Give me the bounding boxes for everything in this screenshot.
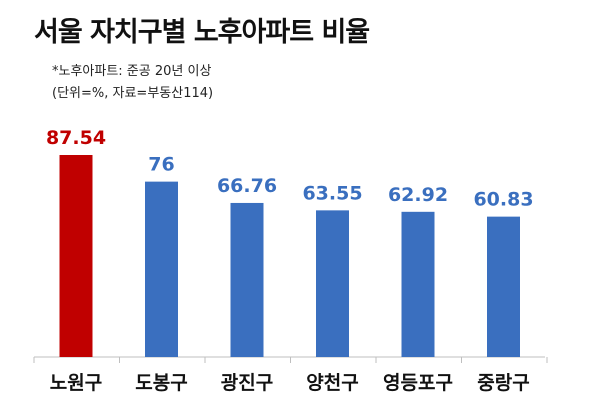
category-label-5: 영등포구 — [383, 372, 453, 394]
data-label-4: 63.55 — [302, 182, 362, 204]
data-label-1: 87.54 — [46, 127, 106, 149]
bar-1 — [59, 155, 93, 357]
category-label-2: 도봉구 — [135, 372, 187, 394]
bar-6 — [487, 216, 520, 357]
bar-4 — [316, 210, 349, 357]
data-label-3: 66.76 — [217, 175, 277, 197]
bar-5 — [401, 211, 435, 357]
data-label-2: 76 — [148, 154, 174, 176]
bar-3 — [230, 202, 264, 357]
definition-note: *노후아파트: 준공 20년 이상 — [52, 64, 212, 79]
category-label-3: 광진구 — [221, 372, 273, 394]
category-label-4: 양천구 — [306, 372, 358, 394]
data-label-5: 62.92 — [388, 184, 448, 206]
data-label-6: 60.83 — [473, 189, 533, 211]
source-note: (단위=%, 자료=부동산114) — [52, 86, 214, 101]
chart-title: 서울 자치구별 노후아파트 비율 — [34, 17, 370, 48]
category-label-1: 노원구 — [50, 372, 102, 394]
category-label-6: 중랑구 — [477, 372, 529, 394]
bar-2 — [145, 181, 178, 357]
